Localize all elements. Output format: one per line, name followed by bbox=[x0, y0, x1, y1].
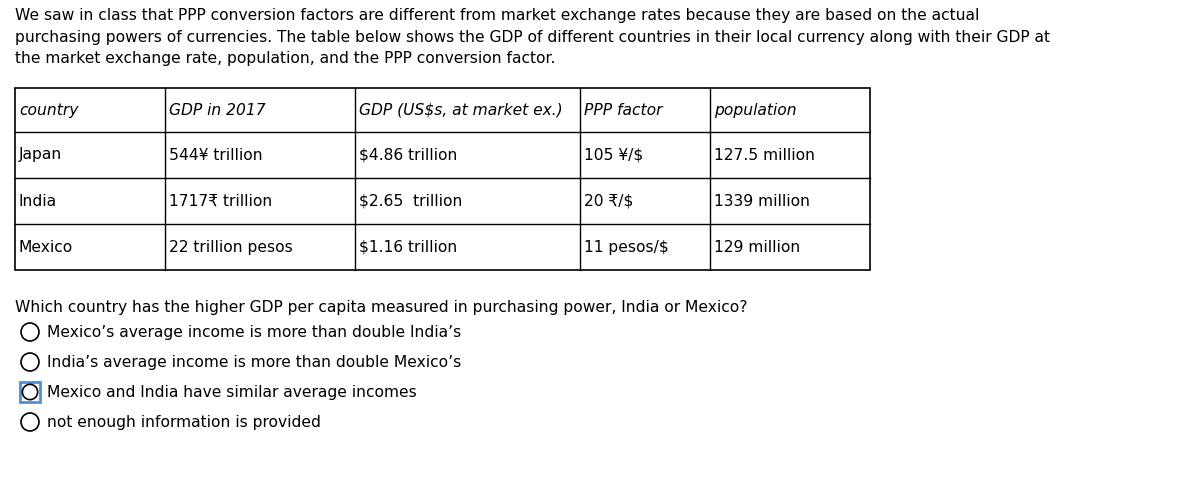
Text: $2.65  trillion: $2.65 trillion bbox=[359, 193, 462, 208]
Text: 129 million: 129 million bbox=[714, 239, 800, 255]
Text: 105 ¥/$: 105 ¥/$ bbox=[584, 147, 643, 162]
Text: Mexico and India have similar average incomes: Mexico and India have similar average in… bbox=[47, 384, 416, 399]
Text: India: India bbox=[19, 193, 58, 208]
Text: PPP factor: PPP factor bbox=[584, 103, 662, 118]
Text: Japan: Japan bbox=[19, 147, 62, 162]
Text: GDP in 2017: GDP in 2017 bbox=[169, 103, 265, 118]
Text: We saw in class that PPP conversion factors are different from market exchange r: We saw in class that PPP conversion fact… bbox=[14, 8, 1050, 66]
Text: Mexico: Mexico bbox=[19, 239, 73, 255]
Text: 11 pesos/$: 11 pesos/$ bbox=[584, 239, 668, 255]
Text: Which country has the higher GDP per capita measured in purchasing power, India : Which country has the higher GDP per cap… bbox=[14, 300, 748, 315]
Text: 22 trillion pesos: 22 trillion pesos bbox=[169, 239, 293, 255]
Text: Mexico’s average income is more than double India’s: Mexico’s average income is more than dou… bbox=[47, 325, 461, 340]
Text: 544¥ trillion: 544¥ trillion bbox=[169, 147, 263, 162]
Text: India’s average income is more than double Mexico’s: India’s average income is more than doub… bbox=[47, 355, 461, 370]
Text: 127.5 million: 127.5 million bbox=[714, 147, 815, 162]
Text: country: country bbox=[19, 103, 78, 118]
Text: $4.86 trillion: $4.86 trillion bbox=[359, 147, 457, 162]
Text: GDP (US$s, at market ex.): GDP (US$s, at market ex.) bbox=[359, 103, 563, 118]
Text: 20 ₹/$: 20 ₹/$ bbox=[584, 193, 634, 208]
Text: 1339 million: 1339 million bbox=[714, 193, 810, 208]
Bar bbox=[20, 382, 40, 402]
Bar bbox=[14, 88, 870, 270]
Text: 1717₹ trillion: 1717₹ trillion bbox=[169, 193, 272, 208]
Text: $1.16 trillion: $1.16 trillion bbox=[359, 239, 457, 255]
Text: population: population bbox=[714, 103, 797, 118]
Text: not enough information is provided: not enough information is provided bbox=[47, 414, 320, 429]
